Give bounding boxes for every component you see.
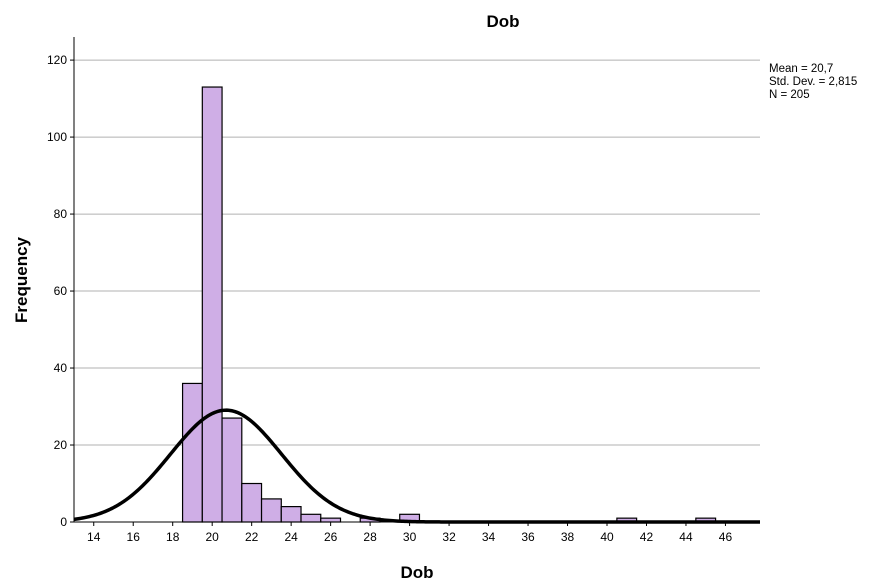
y-tick-label: 20 [54, 438, 68, 452]
normal-curve [73, 408, 760, 524]
x-tick-label: 36 [521, 530, 535, 544]
axes [73, 37, 760, 523]
histogram-bar [260, 498, 282, 523]
gridlines [74, 59, 760, 446]
x-tick-label: 34 [482, 530, 496, 544]
y-axis-title: Frequency [12, 236, 31, 323]
stats-std-dev: Std. Dev. = 2,815 [769, 76, 858, 88]
histogram-bar [280, 506, 302, 523]
histogram-bar [201, 86, 223, 523]
x-tick-label: 44 [679, 530, 693, 544]
x-tick-label: 16 [127, 530, 141, 544]
x-tick-label: 26 [324, 530, 338, 544]
x-tick-label: 32 [442, 530, 456, 544]
x-tick-label: 18 [166, 530, 180, 544]
x-tick-label: 20 [206, 530, 220, 544]
x-axis-title: Dob [400, 563, 433, 581]
y-tick-label: 0 [60, 515, 67, 529]
y-tick-labels: 0 20 40 60 80 100 120 [47, 53, 74, 529]
x-tick-label: 22 [245, 530, 259, 544]
y-tick-label: 40 [54, 361, 68, 375]
histogram-bar [241, 482, 263, 523]
statistics-box: Mean = 20,7 Std. Dev. = 2,815 N = 205 [769, 63, 857, 102]
chart-title: Dob [486, 12, 519, 31]
y-tick-label: 80 [54, 207, 68, 221]
x-tick-label: 38 [561, 530, 575, 544]
histogram-bar [320, 517, 342, 523]
x-tick-labels: 14 16 18 20 22 24 26 28 30 32 34 36 38 40 42 44 46 [87, 522, 732, 544]
stats-n: N = 205 [769, 89, 810, 101]
x-tick-label: 28 [363, 530, 377, 544]
x-tick-label: 24 [284, 530, 298, 544]
x-tick-label: 30 [403, 530, 417, 544]
bars [181, 86, 717, 523]
y-tick-label: 120 [47, 53, 67, 67]
x-tick-label: 46 [719, 530, 733, 544]
histogram-bar [221, 417, 243, 523]
x-tick-label: 14 [87, 530, 101, 544]
histogram-bar [300, 513, 322, 523]
y-tick-label: 100 [47, 130, 67, 144]
y-tick-label: 60 [54, 284, 68, 298]
stats-mean: Mean = 20,7 [769, 63, 834, 75]
histogram-bar [181, 382, 203, 523]
x-tick-label: 42 [640, 530, 654, 544]
x-tick-label: 40 [600, 530, 614, 544]
